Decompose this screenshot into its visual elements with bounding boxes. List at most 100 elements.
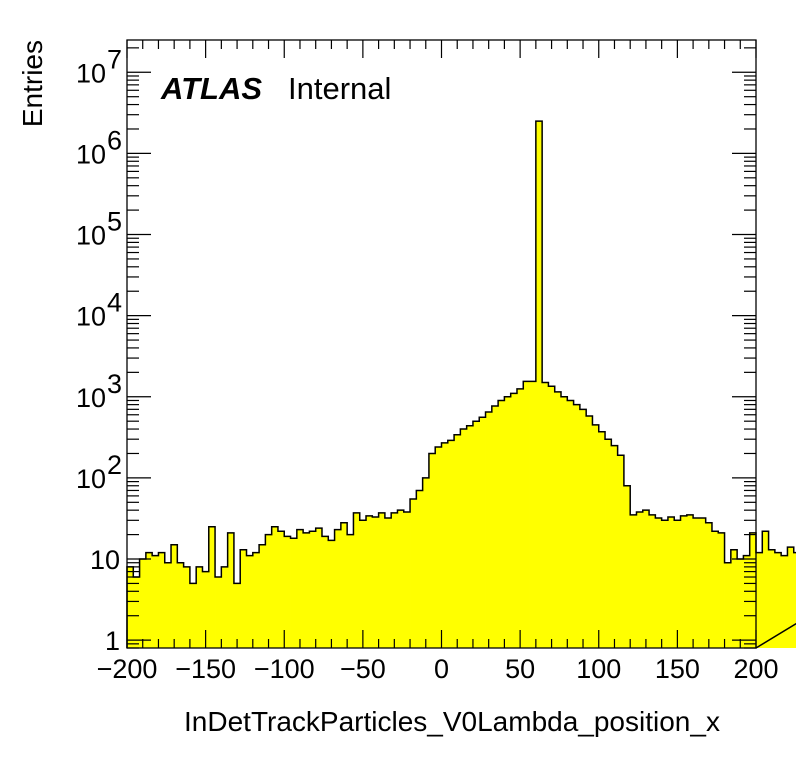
histogram-bin [334, 529, 342, 648]
histogram-bin [252, 552, 260, 648]
histogram-bin [296, 529, 304, 648]
histogram-bin [542, 382, 549, 648]
histogram-bin [793, 552, 796, 648]
histogram-bin [485, 411, 493, 648]
y-tick-label: 10 [76, 383, 106, 413]
histogram-bin [768, 549, 776, 648]
histogram-bin [749, 532, 757, 648]
y-tick-label: 10 [90, 545, 120, 575]
histogram-bin [127, 566, 134, 648]
histogram-bin [447, 440, 455, 648]
y-axis-title: Entries [17, 40, 48, 127]
histogram-bin [535, 121, 543, 648]
histogram-bin [579, 409, 587, 648]
histogram-bin [693, 518, 700, 648]
histogram-bin [529, 381, 537, 648]
histogram-bin [321, 536, 329, 648]
histogram-bin [435, 447, 442, 648]
histogram-bin [642, 510, 650, 648]
histogram-bin [561, 396, 568, 648]
y-tick-label: 10 [76, 221, 106, 251]
histogram-bin [158, 552, 166, 648]
histogram-bin [630, 514, 637, 648]
histogram-bin [189, 583, 197, 648]
histogram-bin [171, 544, 178, 648]
histogram-bin [422, 477, 430, 648]
histogram-bin [133, 577, 140, 648]
histogram-outline [126, 120, 796, 649]
y-tick-label: 10 [76, 139, 106, 169]
x-tick-label: 100 [576, 654, 621, 684]
histogram-bin [145, 552, 153, 648]
atlas-label: ATLAS [160, 71, 262, 106]
x-tick-label: 50 [505, 654, 535, 684]
y-tick-exponent: 5 [107, 207, 122, 237]
histogram-bin [347, 534, 354, 648]
histogram-bin [548, 386, 556, 648]
y-tick-exponent: 2 [107, 450, 122, 480]
y-tick-exponent: 3 [107, 369, 122, 399]
y-tick-label: 10 [76, 302, 106, 332]
y-tick-label: 1 [105, 626, 120, 656]
histogram-bin [416, 490, 424, 648]
histogram-bin [152, 555, 159, 648]
histogram-bin [504, 396, 512, 648]
histogram-bin [277, 531, 285, 648]
histogram-bin [441, 442, 449, 648]
histogram-bin [554, 391, 562, 648]
histogram-bin [592, 424, 600, 648]
histogram-bin [737, 559, 744, 648]
histogram-bin [240, 549, 247, 648]
histogram-bin [686, 514, 694, 648]
histogram-bin [265, 534, 273, 648]
histogram-bars [126, 120, 796, 649]
histogram-bin [756, 552, 763, 648]
histogram-bin [202, 571, 210, 648]
histogram-bin [598, 431, 606, 648]
histogram-bin [762, 531, 769, 648]
x-tick-label: −50 [340, 654, 386, 684]
histogram-bin [454, 434, 461, 648]
histogram-bin [309, 531, 317, 648]
histogram-bin [208, 526, 216, 648]
histogram-bin [227, 532, 235, 648]
x-tick-labels: −200 −150 −100 −50 0 50 100 150 200 [97, 654, 779, 684]
histogram-bin [699, 518, 707, 648]
histogram-bin [774, 552, 782, 648]
histogram-bin [667, 516, 675, 648]
histogram-bin [649, 514, 656, 648]
histogram-bin [498, 400, 505, 648]
histogram-bin [523, 381, 530, 648]
histogram-bin [611, 445, 619, 648]
histogram-bin [724, 562, 732, 648]
histogram-bin [259, 544, 266, 648]
histogram-bin [586, 415, 593, 648]
histogram-bin [164, 562, 172, 648]
histogram-bin [328, 540, 335, 648]
histogram-bin [787, 547, 795, 648]
histogram-bin [246, 555, 254, 648]
y-tick-label: 10 [76, 58, 106, 88]
histogram-bin [139, 559, 147, 648]
histogram-bin [372, 516, 379, 648]
histogram-bin [510, 393, 518, 648]
x-axis-title: InDetTrackParticles_V0Lambda_position_x [184, 706, 720, 737]
x-tick-label: 200 [733, 654, 778, 684]
histogram-bin [315, 528, 323, 648]
histogram-bin [705, 522, 713, 648]
histogram-bin [196, 566, 203, 648]
histogram-bin [428, 453, 436, 648]
histogram-bin [183, 566, 191, 648]
x-tick-label: 150 [655, 654, 700, 684]
x-tick-label: −150 [175, 654, 236, 684]
histogram-bin [718, 532, 725, 648]
histogram-bin [284, 536, 291, 648]
histogram-bin [617, 455, 625, 648]
histogram-bin [661, 520, 669, 648]
histogram-bin [516, 388, 524, 648]
histogram-bin [623, 485, 631, 648]
x-tick-label: −200 [97, 654, 158, 684]
y-tick-exponent: 7 [107, 44, 122, 74]
